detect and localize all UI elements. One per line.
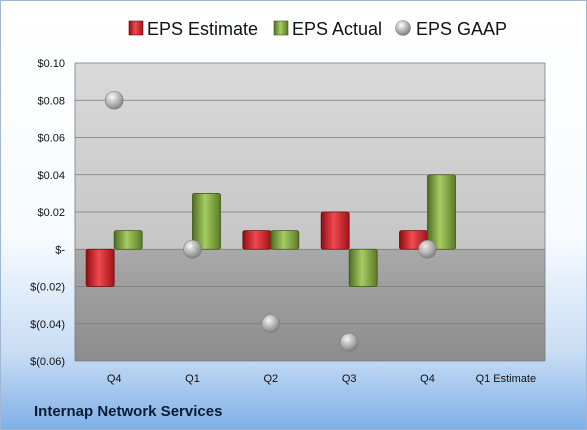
bar-eps-actual-3 <box>348 248 378 287</box>
legend-swatch-eps-gaap <box>395 20 411 36</box>
point-eps-gaap-0 <box>104 90 124 110</box>
x-tick-label-q1: Q1 <box>185 373 200 385</box>
point-eps-gaap-4 <box>418 239 437 259</box>
point-eps-gaap-1 <box>183 239 202 259</box>
bars <box>85 174 456 287</box>
bar-eps-actual-0 <box>113 230 143 250</box>
y-tick-label: $(0.06) <box>30 356 65 368</box>
y-tick-label: $0.04 <box>37 170 65 182</box>
legend-swatch-eps-estimate <box>128 20 144 36</box>
plot-area-negative <box>75 249 545 361</box>
y-tick-label: $- <box>55 244 65 256</box>
legend-label-eps-actual: EPS Actual <box>292 19 382 39</box>
eps-chart: EPS Estimate EPS Actual EPS GAAP $0.10$0… <box>30 19 546 385</box>
y-tick-label: $0.08 <box>37 95 65 107</box>
bar-eps-estimate-3 <box>320 211 350 250</box>
y-tick-label: $(0.02) <box>30 282 65 294</box>
company-name: Internap Network Services <box>34 403 223 420</box>
x-tick-label-q3: Q3 <box>342 373 357 385</box>
x-tick-label-q2: Q2 <box>263 373 278 385</box>
y-tick-label: $0.10 <box>37 58 65 70</box>
gaap-points <box>104 90 437 352</box>
legend: EPS Estimate EPS Actual EPS GAAP <box>128 19 507 39</box>
x-tick-label-q4: Q4 <box>107 373 122 385</box>
plot-area-positive <box>75 63 545 250</box>
plot-background <box>75 63 545 361</box>
bar-eps-actual-1 <box>192 192 221 250</box>
point-eps-gaap-2 <box>261 314 281 334</box>
bar-eps-estimate-0 <box>85 248 115 287</box>
gridlines <box>75 62 545 362</box>
x-tick-label-q1-estimate: Q1 Estimate <box>476 373 537 385</box>
y-tick-label: $(0.04) <box>30 319 65 331</box>
legend-swatch-eps-actual <box>273 20 289 36</box>
x-axis: Q4 Q1 Q2 Q3 Q4 Q1 Estimate <box>107 373 536 385</box>
point-eps-gaap-3 <box>339 333 359 352</box>
bar-eps-actual-4 <box>427 174 456 250</box>
y-tick-label: $0.06 <box>37 133 65 145</box>
y-tick-label: $0.02 <box>37 207 65 219</box>
x-tick-label-q4: Q4 <box>420 373 435 385</box>
y-axis: $0.10 $0.08 $0.06 $0.04 $0.02 $- $(0.02) $(0.04… <box>30 58 546 368</box>
bar-eps-actual-2 <box>270 230 300 250</box>
legend-label-eps-estimate: EPS Estimate <box>147 19 258 39</box>
bar-eps-estimate-2 <box>242 230 272 250</box>
legend-label-eps-gaap: EPS GAAP <box>416 19 507 39</box>
